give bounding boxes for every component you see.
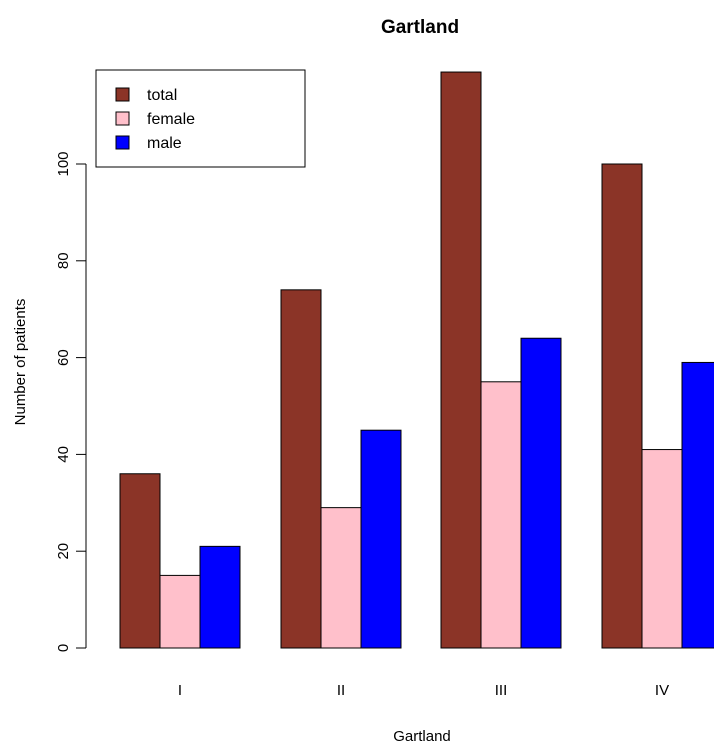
x-tick-label-I: I: [178, 682, 182, 699]
bar-male-IV: [681, 361, 714, 649]
x-axis-label: Gartland: [393, 728, 451, 742]
y-axis-label: Number of patients: [12, 299, 29, 426]
legend-label-female: female: [147, 111, 195, 128]
bar-total-I: [119, 473, 161, 649]
y-tick-label-0: 0: [55, 644, 72, 652]
y-axis: 0 20 40 60 80 100: [55, 151, 87, 652]
bar-female-IV: [641, 449, 683, 649]
bar-male-III: [520, 337, 562, 649]
bar-female-I: [159, 574, 201, 649]
y-tick-label-20: 20: [55, 543, 72, 560]
bar-total-III: [440, 71, 482, 649]
x-tick-label-II: II: [337, 682, 345, 699]
y-tick-label-40: 40: [55, 446, 72, 463]
legend: total female male: [95, 69, 306, 168]
x-tick-label-IV: IV: [655, 682, 669, 699]
y-tick-label-80: 80: [55, 252, 72, 269]
y-tick-label-60: 60: [55, 349, 72, 366]
bar-female-III: [480, 381, 522, 649]
x-axis: I II III IV: [178, 682, 669, 699]
bar-female-II: [320, 507, 362, 649]
bar-total-IV: [601, 163, 643, 649]
bar-male-I: [199, 545, 241, 649]
legend-swatch-female: [115, 111, 130, 126]
bar-male-II: [360, 429, 402, 649]
legend-swatch-total: [115, 87, 130, 102]
legend-label-total: total: [147, 87, 177, 104]
legend-swatch-male: [115, 135, 130, 150]
y-tick-label-100: 100: [55, 151, 72, 176]
legend-label-male: male: [147, 135, 182, 152]
bar-total-II: [280, 289, 322, 649]
x-tick-label-III: III: [495, 682, 508, 699]
legend-box: [95, 69, 306, 168]
bars-layer: [119, 71, 714, 649]
chart-title: Gartland: [381, 17, 459, 38]
